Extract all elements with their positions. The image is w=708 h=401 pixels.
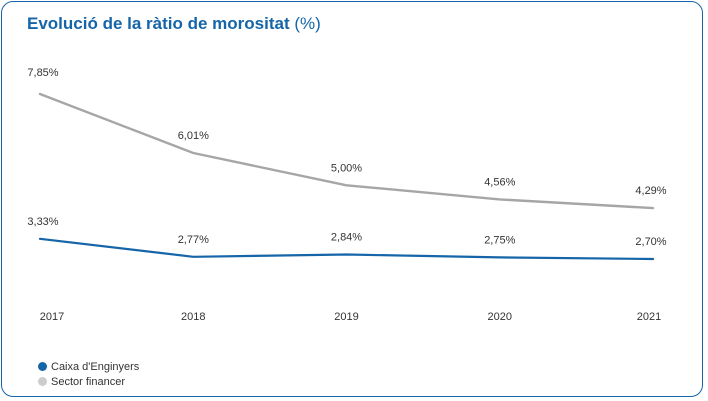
data-label: 4,29% — [635, 185, 666, 197]
chart-title-unit: (%) — [294, 14, 321, 33]
data-label: 3,33% — [27, 216, 58, 228]
data-label: 2,75% — [484, 234, 515, 246]
data-label: 5,00% — [331, 162, 362, 174]
chart-card — [1, 1, 703, 397]
chart-title-main: Evolució de la ràtio de morositat — [27, 14, 290, 33]
x-tick-label: 2018 — [181, 311, 205, 323]
legend-label: Sector financer — [51, 375, 125, 388]
x-tick-label: 2021 — [637, 311, 661, 323]
legend-label: Caixa d'Enginyers — [51, 360, 140, 373]
data-label: 7,85% — [27, 67, 58, 79]
chart-title: Evolució de la ràtio de morositat (%) — [27, 14, 321, 34]
data-label: 2,84% — [331, 232, 362, 244]
legend-item-caixa: Caixa d'Enginyers — [38, 359, 139, 374]
x-tick-label: 2019 — [334, 311, 358, 323]
x-tick-label: 2017 — [40, 311, 64, 323]
legend-dot-icon — [38, 377, 47, 386]
series-line-sector — [38, 92, 655, 210]
data-label: 2,77% — [178, 234, 209, 246]
series-line-caixa — [38, 237, 655, 261]
legend: Caixa d'Enginyers Sector financer — [38, 359, 139, 389]
legend-item-sector: Sector financer — [38, 374, 139, 389]
data-label: 2,70% — [635, 236, 666, 248]
x-tick-label: 2020 — [488, 311, 512, 323]
data-label: 6,01% — [178, 130, 209, 142]
data-label: 4,56% — [484, 176, 515, 188]
legend-dot-icon — [38, 362, 47, 371]
